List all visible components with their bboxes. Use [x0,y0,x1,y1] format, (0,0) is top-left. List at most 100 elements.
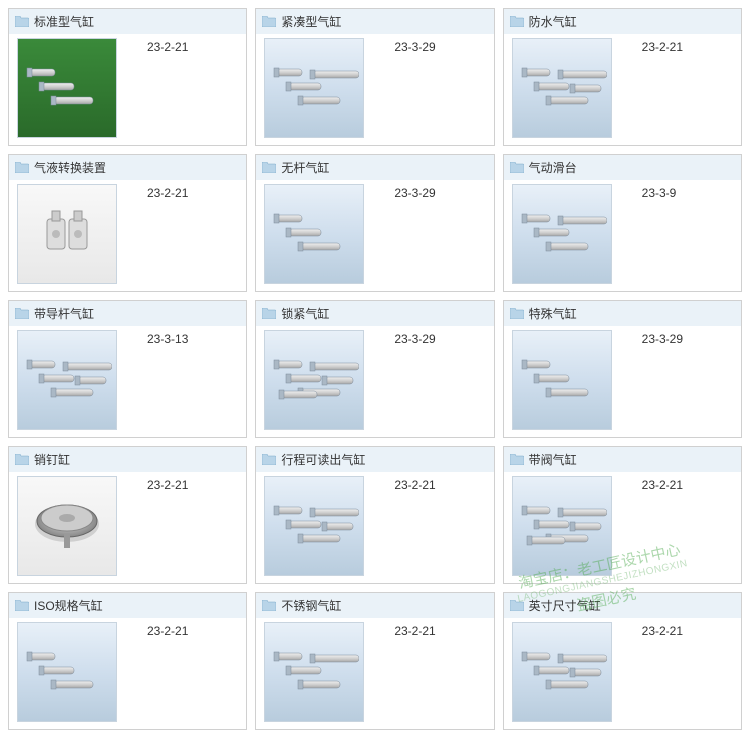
card-header: ISO规格气缸 [9,593,246,618]
card-body: 23-3-9 [504,180,741,292]
card-header: 英寸尺寸气缸 [504,593,741,618]
card-code: 23-2-21 [642,40,683,138]
card-thumbnail[interactable] [264,476,364,576]
folder-icon [262,454,276,465]
folder-icon [510,454,524,465]
card-thumbnail[interactable] [264,622,364,722]
card-title: 锁紧气缸 [281,305,329,322]
card-code: 23-2-21 [642,624,683,722]
folder-icon [262,600,276,611]
card-thumbnail[interactable] [264,184,364,284]
category-card[interactable]: 不锈钢气缸 23-2-21 [255,592,494,730]
card-title: 带阀气缸 [529,451,577,468]
category-card[interactable]: 带导杆气缸 23-3-13 [8,300,247,438]
card-title: 英寸尺寸气缸 [529,597,601,614]
card-thumbnail[interactable] [264,38,364,138]
card-body: 23-2-21 [9,472,246,584]
card-title: 销钉缸 [34,451,70,468]
category-card[interactable]: 气液转换装置 23-2-21 [8,154,247,292]
card-thumbnail[interactable] [512,184,612,284]
card-code: 23-2-21 [642,478,683,576]
category-card[interactable]: 行程可读出气缸 23-2-21 [255,446,494,584]
card-body: 23-3-29 [504,326,741,438]
category-card[interactable]: 气动滑台 23-3-9 [503,154,742,292]
card-body: 23-3-13 [9,326,246,438]
card-header: 不锈钢气缸 [256,593,493,618]
card-header: 带导杆气缸 [9,301,246,326]
folder-icon [15,600,29,611]
category-card[interactable]: 特殊气缸 23-3-29 [503,300,742,438]
card-code: 23-3-29 [394,332,435,430]
card-body: 23-2-21 [504,618,741,730]
card-title: 紧凑型气缸 [281,13,341,30]
card-header: 紧凑型气缸 [256,9,493,34]
folder-icon [15,162,29,173]
card-thumbnail[interactable] [264,330,364,430]
card-body: 23-2-21 [9,618,246,730]
card-title: 气动滑台 [529,159,577,176]
folder-icon [15,16,29,27]
card-body: 23-2-21 [504,34,741,146]
card-header: 标准型气缸 [9,9,246,34]
card-body: 23-2-21 [256,618,493,730]
card-code: 23-3-29 [394,40,435,138]
card-title: ISO规格气缸 [34,597,103,614]
card-thumbnail[interactable] [17,622,117,722]
card-thumbnail[interactable] [512,38,612,138]
card-header: 无杆气缸 [256,155,493,180]
card-thumbnail[interactable] [512,330,612,430]
card-body: 23-2-21 [504,472,741,584]
folder-icon [262,308,276,319]
folder-icon [510,600,524,611]
card-header: 气液转换装置 [9,155,246,180]
card-code: 23-2-21 [394,478,435,576]
card-body: 23-3-29 [256,326,493,438]
card-code: 23-3-29 [394,186,435,284]
card-thumbnail[interactable] [17,184,117,284]
card-thumbnail[interactable] [512,622,612,722]
category-card[interactable]: 防水气缸 23-2-21 [503,8,742,146]
card-title: 无杆气缸 [281,159,329,176]
card-header: 特殊气缸 [504,301,741,326]
card-header: 防水气缸 [504,9,741,34]
category-grid: 标准型气缸 23-2-21 紧凑型气缸 23-3-29 防水气缸 [8,8,742,730]
folder-icon [15,308,29,319]
card-thumbnail[interactable] [17,476,117,576]
card-header: 行程可读出气缸 [256,447,493,472]
category-card[interactable]: ISO规格气缸 23-2-21 [8,592,247,730]
card-code: 23-2-21 [147,478,188,576]
card-title: 不锈钢气缸 [281,597,341,614]
card-code: 23-2-21 [394,624,435,722]
card-body: 23-2-21 [256,472,493,584]
card-code: 23-2-21 [147,40,188,138]
card-header: 带阀气缸 [504,447,741,472]
category-card[interactable]: 紧凑型气缸 23-3-29 [255,8,494,146]
card-thumbnail[interactable] [17,38,117,138]
folder-icon [510,308,524,319]
card-code: 23-3-13 [147,332,188,430]
card-body: 23-3-29 [256,34,493,146]
card-header: 销钉缸 [9,447,246,472]
category-card[interactable]: 无杆气缸 23-3-29 [255,154,494,292]
category-card[interactable]: 带阀气缸 23-2-21 [503,446,742,584]
card-title: 特殊气缸 [529,305,577,322]
card-code: 23-3-29 [642,332,683,430]
card-title: 防水气缸 [529,13,577,30]
folder-icon [15,454,29,465]
card-thumbnail[interactable] [17,330,117,430]
category-card[interactable]: 锁紧气缸 23-3-29 [255,300,494,438]
category-card[interactable]: 标准型气缸 23-2-21 [8,8,247,146]
card-thumbnail[interactable] [512,476,612,576]
card-title: 气液转换装置 [34,159,106,176]
card-title: 行程可读出气缸 [281,451,365,468]
folder-icon [510,16,524,27]
folder-icon [262,16,276,27]
category-card[interactable]: 销钉缸 23-2-21 [8,446,247,584]
folder-icon [262,162,276,173]
card-body: 23-3-29 [256,180,493,292]
folder-icon [510,162,524,173]
card-title: 带导杆气缸 [34,305,94,322]
category-card[interactable]: 英寸尺寸气缸 23-2-21 [503,592,742,730]
card-code: 23-2-21 [147,624,188,722]
card-body: 23-2-21 [9,180,246,292]
